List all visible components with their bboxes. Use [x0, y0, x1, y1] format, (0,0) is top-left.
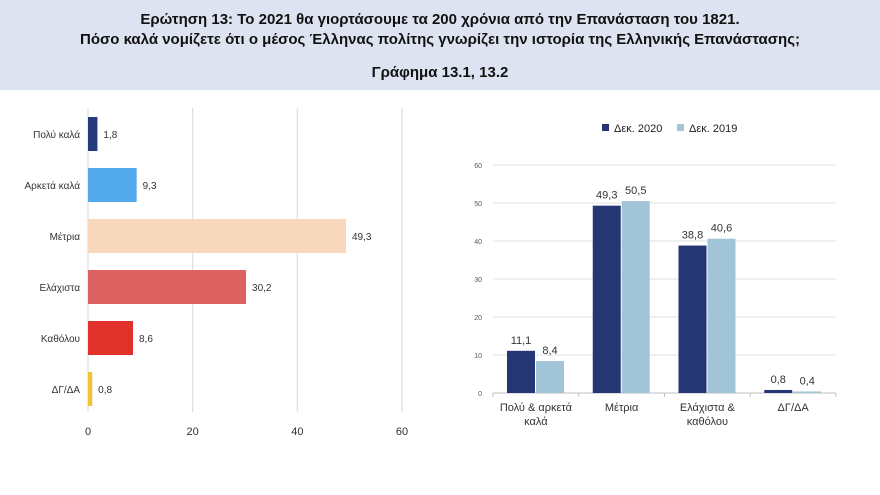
- x-tick-label: 60: [396, 426, 408, 438]
- data-label: 0,8: [771, 374, 786, 386]
- chart-reference: Γράφημα 13.1, 13.2: [371, 64, 509, 81]
- bar: [764, 389, 793, 393]
- data-label: 49,3: [596, 190, 617, 202]
- data-label: 49,3: [352, 232, 372, 243]
- category-label: Ελάχιστα: [39, 282, 80, 294]
- data-label: 30,2: [252, 283, 272, 294]
- y-tick-label: 10: [474, 353, 482, 360]
- header: Ερώτηση 13: Το 2021 θα γιορτάσουμε τα 20…: [0, 0, 880, 90]
- x-tick-label: 20: [187, 426, 199, 438]
- bar: [88, 219, 347, 253]
- bar: [88, 117, 98, 151]
- legend-swatch: [602, 124, 609, 131]
- legend-swatch: [677, 124, 684, 131]
- bar: [88, 270, 247, 304]
- question-title: Ερώτηση 13: Το 2021 θα γιορτάσουμε τα 20…: [140, 11, 740, 28]
- category-label: Καθόλου: [41, 333, 80, 345]
- category-label: καλά: [524, 416, 548, 428]
- data-label: 1,8: [103, 130, 117, 141]
- data-label: 40,6: [711, 223, 732, 235]
- y-tick-label: 20: [474, 315, 482, 322]
- category-label: Πολύ & αρκετά: [500, 402, 573, 414]
- bar: [621, 201, 650, 393]
- bar: [707, 238, 736, 393]
- x-tick-label: 40: [291, 426, 303, 438]
- data-label: 50,5: [625, 185, 646, 197]
- category-label: Αρκετά καλά: [25, 180, 81, 192]
- category-label: Ελάχιστα &: [680, 402, 736, 414]
- y-tick-label: 60: [474, 163, 482, 170]
- legend-label: Δεκ. 2020: [614, 123, 662, 135]
- data-label: 0,4: [800, 375, 815, 387]
- category-label: Μέτρια: [605, 402, 639, 414]
- bar: [88, 321, 134, 355]
- category-label: ΔΓ/ΔΑ: [52, 385, 81, 396]
- bar: [592, 205, 621, 393]
- data-label: 0,8: [98, 385, 112, 396]
- legend-label: Δεκ. 2019: [689, 123, 737, 135]
- category-label: καθόλου: [687, 416, 728, 428]
- bar: [678, 245, 707, 393]
- category-label: Μέτρια: [50, 231, 81, 243]
- bar: [793, 391, 822, 393]
- bar: [507, 350, 535, 393]
- category-label: Πολύ καλά: [33, 129, 80, 141]
- y-tick-label: 30: [474, 277, 482, 284]
- y-tick-label: 0: [478, 391, 482, 398]
- data-label: 11,1: [511, 335, 532, 347]
- question-subtitle: Πόσο καλά νομίζετε ότι ο μέσος Έλληνας π…: [79, 31, 800, 48]
- y-tick-label: 50: [474, 201, 482, 208]
- y-tick-label: 40: [474, 239, 482, 246]
- data-label: 8,6: [139, 334, 153, 345]
- data-label: 38,8: [682, 230, 703, 242]
- category-label: ΔΓ/ΔΑ: [778, 402, 810, 414]
- bar: [88, 168, 137, 202]
- x-tick-label: 0: [85, 426, 91, 438]
- bar: [88, 372, 93, 406]
- data-label: 9,3: [143, 181, 157, 192]
- bar: [536, 361, 564, 393]
- data-label: 8,4: [542, 345, 557, 357]
